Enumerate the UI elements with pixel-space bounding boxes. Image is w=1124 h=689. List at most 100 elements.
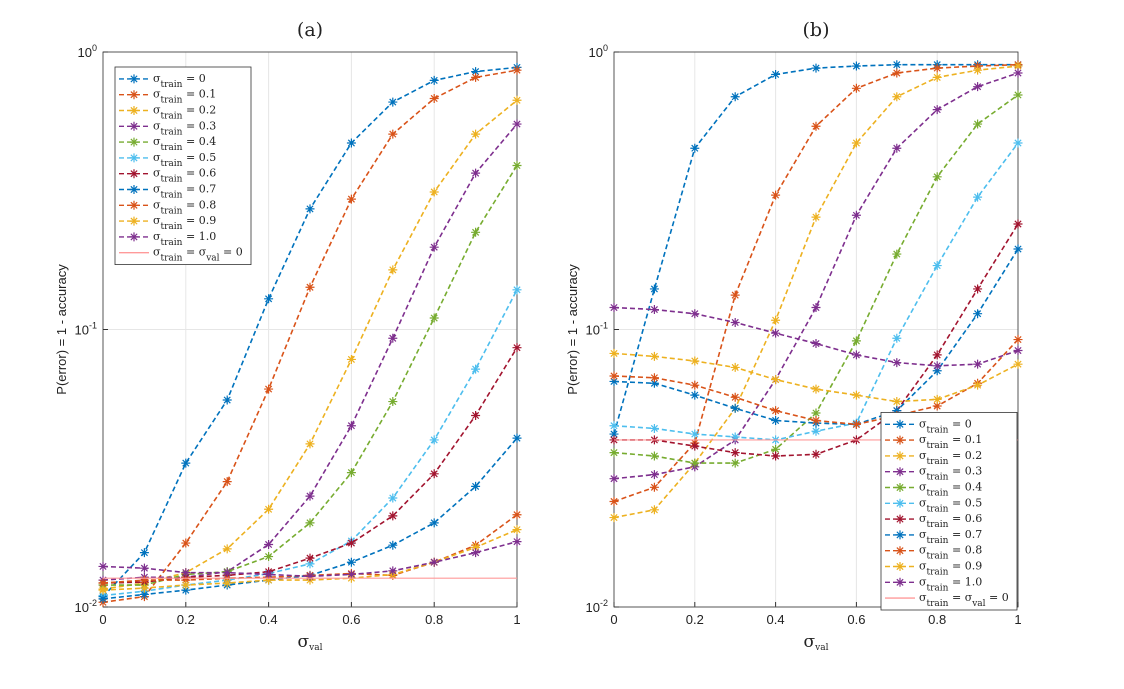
marker [690, 390, 700, 400]
marker [649, 305, 659, 315]
marker [973, 359, 983, 369]
marker [851, 61, 861, 71]
x-tick-label: 0.8 [425, 612, 443, 627]
marker [609, 496, 619, 506]
marker [471, 364, 481, 374]
marker [690, 143, 700, 153]
marker [851, 336, 861, 346]
marker [730, 432, 740, 442]
marker [1013, 68, 1023, 78]
marker [1013, 359, 1023, 369]
marker [346, 421, 356, 431]
x-tick-label: 0.6 [342, 612, 360, 627]
marker [346, 569, 356, 579]
marker [609, 421, 619, 431]
marker [811, 449, 821, 459]
marker [305, 518, 315, 528]
legend-marker [895, 451, 905, 461]
y-tick-label: 10-2 [586, 598, 608, 615]
marker [264, 569, 274, 579]
marker [305, 553, 315, 563]
series-line [613, 352, 1019, 403]
legend-marker [129, 232, 139, 242]
marker [471, 67, 481, 77]
marker [429, 313, 439, 323]
series-line [102, 123, 518, 581]
legend-label: σtrain = 0.6 [153, 167, 216, 185]
marker [973, 192, 983, 202]
marker [932, 394, 942, 404]
marker [305, 282, 315, 292]
marker [811, 212, 821, 222]
legend-marker [895, 562, 905, 571]
marker [973, 380, 983, 390]
marker [730, 317, 740, 327]
y-tick-label: 10-1 [586, 321, 608, 338]
marker [973, 309, 983, 319]
marker [932, 105, 942, 115]
marker [388, 511, 398, 521]
x-tick-label: 0 [99, 612, 106, 627]
marker [512, 537, 522, 547]
marker [690, 356, 700, 366]
marker [139, 575, 149, 585]
marker [429, 242, 439, 252]
marker [609, 348, 619, 358]
marker [346, 194, 356, 204]
legend-marker [895, 419, 905, 429]
legend-label: σtrain = 0.6 [919, 512, 982, 530]
marker [512, 433, 522, 443]
marker [730, 392, 740, 402]
marker [98, 594, 108, 604]
marker [851, 390, 861, 400]
marker [932, 366, 942, 376]
legend-marker [895, 514, 905, 524]
marker [98, 561, 108, 571]
marker [471, 72, 481, 82]
legend-label: σtrain = 0.1 [153, 88, 216, 106]
marker [305, 571, 315, 581]
legend-label: σtrain = 0.9 [153, 214, 216, 232]
marker [346, 557, 356, 567]
marker [346, 138, 356, 148]
marker [388, 540, 398, 550]
legend-label: σtrain = 0.7 [919, 528, 982, 546]
marker [811, 384, 821, 394]
panel: 0 0.2 0.4 0.6 0.8 1 10-2 10-1 100 (a) σval P(error)… [54, 19, 522, 653]
marker [264, 384, 274, 394]
marker [512, 95, 522, 105]
marker [429, 469, 439, 479]
marker [649, 482, 659, 492]
marker [471, 168, 481, 178]
legend-marker [129, 153, 139, 163]
legend-marker [129, 216, 139, 226]
marker [181, 568, 191, 578]
legend-marker [129, 137, 139, 147]
marker [139, 563, 149, 573]
marker [139, 589, 149, 599]
legend-marker [895, 530, 905, 540]
marker [932, 401, 942, 411]
marker [892, 358, 902, 368]
marker [222, 568, 232, 578]
marker [512, 160, 522, 170]
marker [811, 426, 821, 436]
marker [471, 410, 481, 420]
legend-label: σtrain = 0.9 [919, 560, 982, 578]
marker [264, 504, 274, 514]
marker [851, 138, 861, 148]
legend-label: σtrain = 0.3 [919, 465, 982, 483]
marker [609, 513, 619, 523]
marker [892, 406, 902, 416]
marker [139, 583, 149, 593]
marker [771, 328, 781, 338]
marker [471, 129, 481, 139]
marker [388, 129, 398, 139]
legend-marker [129, 121, 139, 131]
legend-label: σtrain = 0.1 [919, 433, 982, 451]
marker [851, 83, 861, 93]
legend-marker [129, 90, 139, 100]
legend-marker [895, 546, 905, 556]
marker [305, 439, 315, 449]
